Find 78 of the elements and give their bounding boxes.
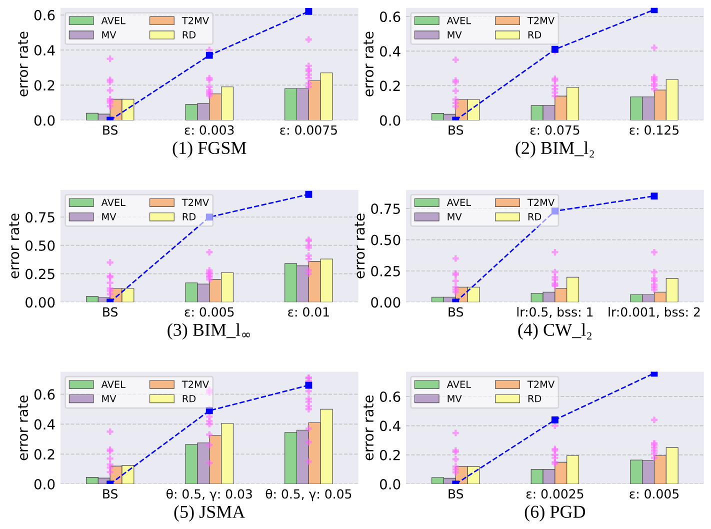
y-tick-label: 0.0 [34, 115, 55, 126]
y-tick-label: 0.75 [371, 204, 400, 214]
y-tick-label: 0.25 [371, 266, 400, 276]
x-tick-label: ε: 0.0075 [280, 125, 337, 135]
x-tick-label: ε: 0.005 [184, 307, 234, 317]
y-tick-label: 0.4 [380, 46, 400, 57]
x-tick-label: θ: 0.5, γ: 0.03 [166, 488, 252, 502]
x-tick-label: BS [448, 489, 464, 499]
legend-label: MV [102, 31, 116, 38]
y-tick-label: 0.6 [380, 12, 400, 22]
y-axis-title: error rate [9, 214, 20, 278]
y-tick-label: 0.0 [380, 115, 400, 126]
legend-label: RD [182, 213, 196, 220]
y-axis-title: error rate [18, 32, 28, 96]
x-tick-label: θ: 0.5, γ: 0.05 [266, 488, 352, 502]
x-tick-label: BS [448, 125, 464, 135]
y-tick-label: 0.2 [34, 80, 54, 91]
x-tick-label: ε: 0.075 [530, 125, 580, 135]
x-axis-title: (1) FGSM [172, 141, 246, 158]
legend-label: MV [448, 213, 462, 220]
legend-label: T2MV [182, 380, 209, 388]
x-tick-label: ε: 0.0025 [526, 489, 584, 499]
y-tick-label: 0.2 [380, 450, 400, 460]
x-tick-label: BS [448, 307, 464, 317]
x-tick-label: ε: 0.005 [630, 489, 679, 499]
legend-label: AVEL [101, 380, 126, 388]
x-axis-title: (3) BIM_l$_{∞}$ [168, 323, 250, 340]
y-tick-label: 0.2 [34, 449, 54, 460]
y-axis-title: error rate [364, 396, 374, 460]
x-tick-label: ε: 0.003 [184, 125, 234, 135]
y-tick-label: 0.75 [26, 212, 54, 223]
legend-label: RD [182, 395, 196, 402]
x-axis-title: (6) PGD [524, 505, 586, 522]
x-axis-title: (4) CW_l₂ [518, 323, 592, 340]
y-tick-label: 0.50 [371, 234, 400, 246]
legend-label: T2MV [182, 198, 209, 206]
y-tick-label: 0.4 [380, 420, 400, 432]
x-tick-label: lr:0.001, bss: 2 [608, 306, 700, 318]
legend-label: MV [448, 395, 462, 402]
x-tick-label: ε: 0.125 [630, 125, 679, 135]
y-tick-label: 0.00 [26, 297, 55, 308]
x-tick-label: BS [103, 125, 118, 135]
x-tick-label: BS [103, 307, 118, 317]
legend-label: AVEL [101, 16, 126, 24]
legend-label: T2MV [527, 380, 555, 388]
y-tick-label: 0.6 [380, 392, 400, 402]
y-axis-title: error rate [18, 396, 28, 460]
legend-label: RD [528, 395, 542, 402]
y-tick-label: 0.00 [371, 297, 400, 308]
y-tick-label: 0.2 [380, 80, 400, 92]
legend-label: MV [448, 31, 462, 38]
x-tick-label: ε: 0.01 [288, 307, 329, 317]
legend-label: AVEL [446, 198, 472, 206]
x-tick-label: BS [103, 489, 118, 499]
y-tick-label: 0.6 [34, 10, 55, 20]
legend-label: RD [182, 31, 196, 38]
y-tick-label: 0.4 [34, 45, 55, 56]
y-tick-label: 0.4 [34, 419, 55, 430]
y-tick-label: 0.0 [34, 479, 55, 490]
y-axis-title: error rate [364, 32, 374, 96]
x-axis-title: (2) BIM_l₂ [516, 141, 594, 158]
legend-label: AVEL [446, 380, 472, 388]
legend-label: RD [528, 213, 542, 220]
legend-label: T2MV [527, 16, 555, 24]
legend-label: RD [528, 31, 542, 38]
y-tick-label: 0.6 [34, 389, 55, 400]
legend-label: MV [102, 395, 116, 402]
y-tick-label: 0.50 [26, 240, 55, 251]
x-axis-title: (5) JSMA [174, 505, 246, 522]
legend-label: MV [102, 213, 116, 220]
legend-label: AVEL [101, 198, 126, 206]
legend-label: T2MV [182, 16, 209, 24]
y-axis-title: error rate [354, 214, 365, 278]
x-tick-label: lr:0.5, bss: 1 [517, 306, 593, 318]
legend-label: AVEL [446, 16, 472, 24]
legend-label: T2MV [527, 198, 555, 206]
y-tick-label: 0.0 [380, 479, 400, 490]
y-tick-label: 0.25 [26, 268, 54, 280]
